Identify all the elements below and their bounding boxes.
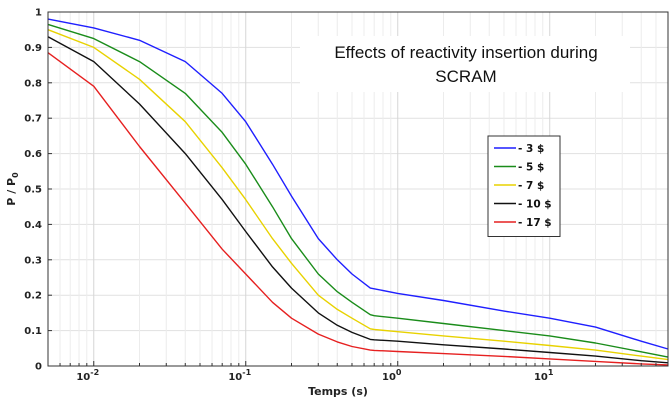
y-tick-label: 0.1 xyxy=(24,326,42,337)
y-axis-label-main: P / P xyxy=(5,178,18,206)
series-line-4 xyxy=(47,52,669,366)
legend-label-3: - 10 $ xyxy=(518,199,552,211)
y-axis-label: P / P0 xyxy=(5,172,20,206)
series-line-3 xyxy=(47,36,669,364)
x-tick-label: 100 xyxy=(382,368,402,383)
legend-box xyxy=(487,135,561,237)
series-line-2 xyxy=(47,29,669,361)
y-tick-label: 0.6 xyxy=(24,149,42,160)
y-axis-label-subscript: 0 xyxy=(11,172,20,178)
x-axis-label: Temps (s) xyxy=(308,385,368,398)
y-tick-label: 0 xyxy=(35,362,42,373)
axes-ticks: 0 0.1 0.2 0.3 0.4 0.5 0.6 0.7 0.8 0.9 1 10-2 10-1 100… xyxy=(24,8,669,383)
legend-label-2: - 7 $ xyxy=(518,180,544,192)
legend-label-1: - 5 $ xyxy=(518,162,544,174)
legend-label-4: - 17 $ xyxy=(518,217,552,229)
y-tick-label: 0.7 xyxy=(24,114,42,125)
chart-title-line-1: Effects of reactivity insertion during xyxy=(334,43,597,62)
x-tick-label: 10-2 xyxy=(76,368,99,383)
chart-title: Effects of reactivity insertion during S… xyxy=(300,36,630,92)
y-tick-label: 0.5 xyxy=(24,185,42,196)
y-tick-label: 0.4 xyxy=(24,220,42,231)
y-tick-label: 0.9 xyxy=(24,43,42,54)
legend-label-0: - 3 $ xyxy=(518,143,544,155)
y-tick-label: 0.2 xyxy=(24,291,42,302)
x-tick-label: 101 xyxy=(534,368,554,383)
chart-title-line-2: SCRAM xyxy=(435,67,496,86)
y-tick-label: 0.3 xyxy=(24,255,42,266)
series-line-1 xyxy=(47,23,669,358)
legend: - 3 $ - 5 $ - 7 $ - 10 $ - 17 $ xyxy=(487,135,561,237)
y-tick-label: 0.8 xyxy=(24,78,42,89)
series-line-0 xyxy=(47,18,669,350)
series-group xyxy=(47,18,669,366)
y-tick-label: 1 xyxy=(35,8,42,19)
x-tick-label: 10-1 xyxy=(228,368,251,383)
